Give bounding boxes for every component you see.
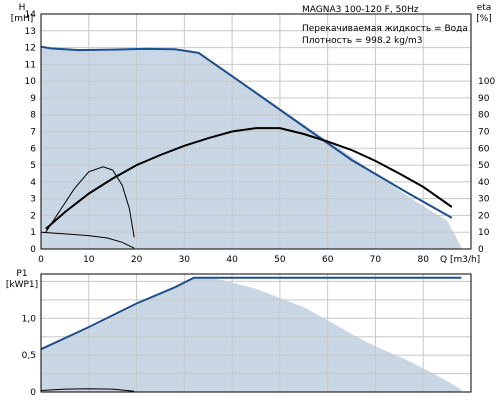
y-tick-label: 14: [25, 10, 37, 20]
y2-tick-label: 70: [478, 128, 490, 138]
series-line-1: [45, 127, 453, 230]
y2-tick-label: 30: [478, 195, 490, 205]
y-tick-label: 5: [30, 161, 36, 171]
y-tick-label: 12: [25, 44, 36, 54]
y-tick-label: 0: [30, 245, 36, 255]
x-tick-label: 0: [38, 255, 44, 265]
y2-tick-label: 10: [478, 228, 490, 238]
bottom-y-axis-label-line1: P1: [16, 269, 27, 279]
y-tick-label: 1,0: [22, 314, 37, 324]
top-plot-frame: [40, 13, 472, 250]
y-tick-label: 3: [30, 195, 36, 205]
y-tick-label: 13: [25, 27, 36, 37]
y-tick-label: 9: [30, 94, 36, 104]
top-curves: [40, 45, 453, 249]
y-tick-label: 0: [30, 388, 36, 398]
series-line-1: [40, 388, 135, 392]
x-tick-label: 70: [370, 255, 382, 265]
top-y2-tick-labels: 0 10 20 30 40 50 60 70 80 90 100: [478, 77, 495, 255]
operating-area-fill: [41, 277, 462, 392]
chart-title: MAGNA3 100-120 F, 50Hz: [302, 5, 419, 15]
series-line-3: [40, 231, 135, 249]
y-tick-label: 1: [30, 228, 36, 238]
bottom-grid: [41, 274, 471, 392]
y2-tick-label: 80: [478, 111, 490, 121]
x-tick-label: 40: [226, 255, 238, 265]
x-tick-label: 60: [322, 255, 334, 265]
x-tick-label: 10: [83, 255, 95, 265]
bottom-curves: [40, 276, 462, 392]
x-tick-label: 50: [274, 255, 286, 265]
y2-tick-label: 100: [478, 77, 495, 87]
series-line-0: [40, 276, 462, 351]
y2-tick-label: 40: [478, 178, 490, 188]
top-y2-axis-label-line2: [%]: [476, 14, 492, 24]
y-tick-label: 2: [30, 211, 36, 221]
y-tick-label: 8: [30, 111, 36, 121]
fluid-annotation: Перекачиваемая жидкость = Вода: [302, 24, 468, 34]
top-y-axis-label-line2: [mH]: [11, 14, 34, 24]
y-tick-label: 6: [30, 144, 36, 154]
x-tick-label: 20: [131, 255, 143, 265]
bottom-plot-frame: [40, 273, 472, 393]
bottom-operating-area: [41, 277, 462, 392]
y2-tick-label: 0: [478, 245, 484, 255]
y-tick-label: 11: [25, 60, 36, 70]
y-tick-label: 7: [30, 128, 36, 138]
series-line-0: [40, 45, 453, 219]
y2-tick-label: 20: [478, 211, 490, 221]
density-annotation: Плотность = 998.2 kg/m3: [302, 36, 423, 46]
y-tick-label: 10: [25, 77, 37, 87]
y-tick-label: 4: [30, 178, 36, 188]
x-axis-label: Q [m3/h]: [440, 255, 480, 265]
power-panel: 0 0,5 1,0 P1 [kWP1]: [6, 269, 472, 398]
top-y-axis-label-line1: H: [19, 3, 26, 13]
top-x-tick-labels: 0 10 20 30 40 50 60 70 80: [38, 255, 429, 265]
series-line-2: [45, 166, 135, 238]
top-grid: [41, 14, 471, 249]
x-tick-label: 30: [179, 255, 191, 265]
y-tick-label: 0,5: [22, 351, 36, 361]
x-tick-label: 80: [417, 255, 429, 265]
bottom-y-axis-label-line2: [kWP1]: [6, 280, 38, 290]
top-y2-axis-label-line1: eta: [477, 3, 492, 13]
bottom-y-tick-labels: 0 0,5 1,0: [22, 314, 37, 398]
y2-tick-label: 50: [478, 161, 490, 171]
y2-tick-label: 90: [478, 94, 490, 104]
y2-tick-label: 60: [478, 144, 490, 154]
